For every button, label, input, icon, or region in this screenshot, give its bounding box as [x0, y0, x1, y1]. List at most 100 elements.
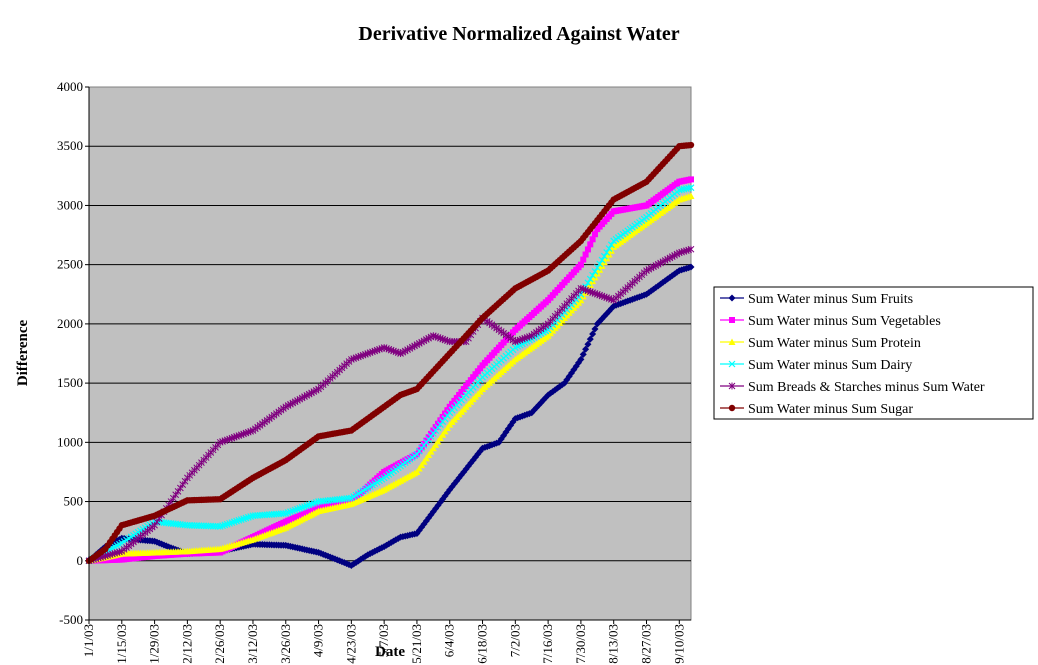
y-tick-label: -500 [59, 612, 83, 627]
x-tick-label: 7/2/03 [507, 624, 522, 657]
data-point [591, 325, 599, 333]
data-point [240, 515, 248, 523]
data-point [687, 245, 695, 253]
data-point [425, 451, 433, 459]
x-tick-label: 2/26/03 [212, 624, 227, 664]
data-point [228, 519, 236, 527]
data-point [577, 261, 584, 268]
data-point [600, 252, 608, 260]
data-point [603, 248, 611, 256]
data-point [345, 494, 353, 502]
data-point [687, 141, 695, 149]
data-point [423, 437, 430, 444]
legend-label: Sum Water minus Sum Sugar [748, 402, 913, 417]
series-3 [85, 192, 695, 564]
data-point [605, 245, 613, 253]
x-tick-label: 6/18/03 [475, 624, 490, 664]
data-point [429, 444, 437, 452]
data-point [219, 522, 226, 530]
data-point [441, 427, 449, 435]
legend-label: Sum Water minus Sum Fruits [748, 292, 913, 307]
data-point [687, 184, 695, 192]
x-tick-label: 5/21/03 [409, 624, 424, 664]
legend-item: Sum Breads & Starches minus Sum Water [720, 380, 985, 395]
data-point [435, 420, 442, 427]
y-tick-label: 0 [77, 553, 84, 568]
data-point [221, 521, 229, 529]
data-point [223, 520, 231, 528]
x-tick-label: 5/7/03 [376, 624, 391, 657]
legend-item: Sum Water minus Sum Sugar [720, 402, 913, 417]
plot-area [88, 86, 692, 621]
data-point [589, 330, 597, 338]
x-tick-label: 1/29/03 [147, 624, 162, 664]
y-tick-label: 1500 [57, 375, 83, 390]
legend-item: Sum Water minus Sum Fruits [720, 292, 913, 307]
x-tick-label: 4/23/03 [343, 624, 358, 664]
data-point [439, 431, 447, 438]
data-point [582, 345, 590, 353]
legend-box [713, 286, 1034, 420]
x-tick-label: 4/9/03 [311, 624, 326, 657]
data-point [427, 448, 435, 455]
data-point [582, 251, 589, 258]
x-tick-label: 1/1/03 [81, 624, 96, 657]
data-point [242, 514, 250, 522]
y-tick-label: 1000 [57, 434, 83, 449]
data-point [415, 465, 423, 472]
y-axis-ticks: -500 0 500 1000 1500 2000 2500 3000 3500 4000 [57, 79, 89, 627]
data-point [237, 516, 245, 524]
legend-item: Sum Water minus Sum Vegetables [720, 314, 941, 329]
x-axis-ticks: 1/1/03 1/15/03 1/29/03 2/12/03 2/26/03 3/12/0… [81, 620, 686, 664]
x-tick-label: 7/30/03 [573, 624, 588, 664]
legend-marker [728, 382, 736, 390]
legend-marker [728, 338, 736, 345]
y-tick-label: 2500 [57, 257, 83, 272]
data-point [584, 279, 592, 287]
series-6 [85, 141, 695, 564]
data-point [443, 424, 451, 431]
data-point [687, 192, 695, 199]
data-point [434, 437, 442, 445]
legend-label: Sum Breads & Starches minus Sum Water [748, 380, 985, 395]
y-tick-label: 2000 [57, 316, 83, 331]
data-point [413, 468, 421, 475]
legend-label: Sum Water minus Sum Vegetables [748, 314, 941, 329]
data-point [216, 523, 224, 530]
legend-item: Sum Water minus Sum Protein [720, 336, 921, 351]
x-tick-label: 8/27/03 [638, 624, 653, 664]
data-point [591, 231, 598, 238]
x-tick-label: 3/12/03 [245, 624, 260, 664]
data-point [422, 454, 430, 462]
data-point [580, 256, 587, 263]
legend-item: Sum Water minus Sum Dairy [720, 358, 912, 373]
x-tick-label: 9/10/03 [671, 624, 686, 664]
data-point [688, 176, 694, 183]
series-layer [85, 141, 695, 570]
legend-marker [728, 404, 736, 412]
y-axis-label: Difference [15, 319, 31, 386]
x-tick-label: 3/26/03 [278, 624, 293, 664]
data-point [577, 355, 585, 363]
legend: Sum Water minus Sum Fruits Sum Water minu… [713, 286, 1034, 420]
series-4 [85, 184, 695, 565]
data-point [589, 271, 597, 279]
y-tick-label: 4000 [57, 79, 83, 94]
data-point [432, 424, 439, 431]
y-tick-label: 3000 [57, 197, 83, 212]
legend-marker [728, 360, 736, 368]
x-tick-label: 6/4/03 [442, 624, 457, 657]
data-point [432, 441, 440, 448]
x-tick-label: 7/16/03 [540, 624, 555, 664]
data-point [586, 335, 594, 343]
series-5 [85, 245, 695, 565]
x-tick-label: 8/13/03 [606, 624, 621, 664]
data-point [226, 519, 233, 527]
y-tick-label: 500 [64, 494, 84, 509]
data-point [579, 350, 587, 358]
chart-title: Derivative Normalized Against Water [358, 23, 679, 45]
legend-label: Sum Water minus Sum Dairy [748, 358, 912, 373]
data-point [233, 517, 240, 525]
data-point [586, 275, 594, 283]
